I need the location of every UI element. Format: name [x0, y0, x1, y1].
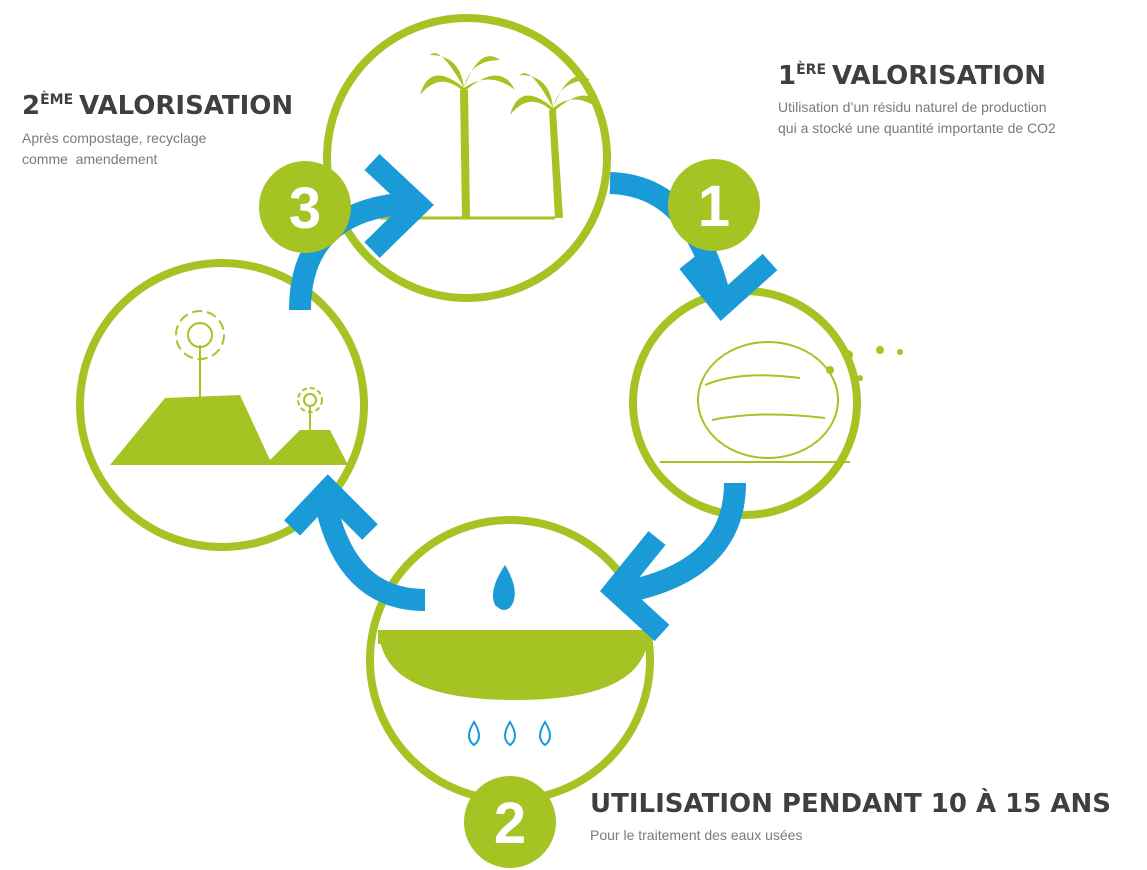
- title-text: VALORISATION: [79, 91, 293, 121]
- step-description: Après compostage, recyclage: [22, 130, 207, 146]
- badge-number: 2: [494, 791, 526, 856]
- diagram: 1 2 3 1ÈREVALORISATION Utilisation d’un …: [0, 0, 1147, 870]
- step-description: qui a stocké une quantité importante de …: [778, 120, 1056, 136]
- step-title: 1ÈRE VALORISATION: [778, 61, 1046, 91]
- title-number: 2: [22, 91, 40, 121]
- step-description: Utilisation d’un résidu naturel de produ…: [778, 99, 1047, 115]
- title-text: VALORISATION: [832, 61, 1046, 91]
- title-sup: ÈRE: [796, 61, 826, 78]
- title-sup: ÈME: [40, 91, 73, 108]
- step-description: Pour le traitement des eaux usées: [590, 827, 802, 843]
- badge-number: 3: [289, 176, 321, 241]
- step-title: UTILISATION PENDANT 10 À 15 ANS: [590, 787, 1111, 819]
- step-title: 2ÈME VALORISATION: [22, 91, 293, 121]
- step-description: comme amendement: [22, 151, 158, 167]
- stage-circle: [633, 291, 857, 515]
- badge-number: 1: [698, 174, 730, 239]
- title-number: 1: [778, 61, 796, 91]
